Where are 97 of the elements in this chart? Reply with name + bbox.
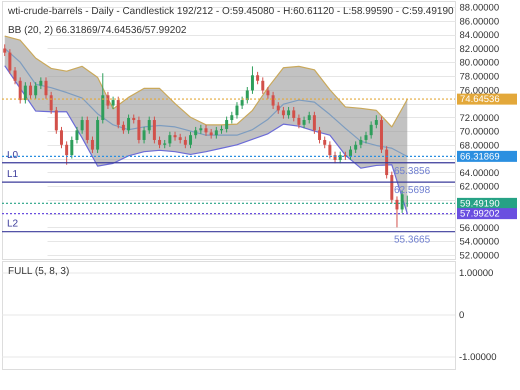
y-tick-label: 82.00000 [460, 44, 500, 55]
candlestick [276, 102, 280, 114]
candlestick [297, 114, 300, 129]
ref-line-label: L2 [7, 218, 19, 230]
candlestick [70, 136, 74, 160]
text: 1.00000 [459, 268, 494, 279]
candlestick [184, 136, 187, 149]
candlestick [178, 133, 182, 144]
candlestick [29, 82, 32, 100]
y-tick-label: 70.00000 [460, 126, 500, 138]
candlestick [312, 111, 316, 134]
y-tick-label: 62.00000 [460, 182, 500, 193]
candlestick [235, 102, 238, 120]
y-tick-label: 78.00000 [460, 71, 500, 82]
candlestick [106, 91, 110, 110]
text: 0 [459, 310, 464, 321]
text: -1.00000 [459, 352, 497, 363]
candlestick [261, 76, 264, 94]
candlestick [189, 131, 192, 149]
ref-line-label: 57.99202 [460, 208, 500, 220]
candlestick [282, 106, 285, 120]
line-series [4, 35, 408, 128]
candlestick [14, 66, 17, 85]
y-tick-label: 88.00000 [460, 2, 500, 14]
candlestick [44, 76, 48, 100]
candlestick [328, 140, 332, 160]
candlestick [349, 146, 352, 160]
candlestick [374, 114, 378, 129]
candlestick [50, 91, 53, 114]
candlestick [65, 140, 68, 166]
ref-line-label: 74.64536 [460, 94, 500, 106]
candlestick [395, 196, 398, 228]
ref-line-label: 66.31869 [460, 151, 500, 162]
candlestick [90, 136, 94, 154]
candlestick [122, 120, 125, 134]
candlestick [194, 126, 198, 140]
candlestick [210, 128, 213, 140]
candlestick [34, 82, 38, 100]
text: wti-crude-barrels - Daily - Candlestick 192/212 - O:59.45080 - H:60.61120 - L:58.99590 - C:59.49190 [7, 6, 454, 17]
annotation: BB (20, 2) 66.31869/74.64536/57.99202 [8, 25, 187, 36]
ref-line-label: L0 [7, 150, 19, 161]
text: FULL (5, 8, 3) [8, 266, 70, 277]
candlestick [256, 71, 260, 85]
y-tick-label: 54.00000 [460, 236, 500, 248]
y-tick-label: 86.00000 [460, 16, 500, 28]
candlestick [148, 116, 151, 134]
candlestick [137, 116, 140, 144]
candlestick [308, 111, 311, 124]
candlestick [214, 126, 218, 140]
candlestick [86, 116, 89, 144]
y-tick-label: 76.00000 [460, 85, 500, 96]
candlestick [80, 116, 84, 134]
candlestick [246, 86, 249, 104]
candlestick [370, 120, 373, 140]
y-tick-label: 56.00000 [460, 222, 500, 234]
annotation: 65.3856 [394, 166, 431, 177]
y-tick-label: 68.00000 [460, 140, 500, 152]
candlestick [266, 86, 270, 100]
candlestick [152, 116, 156, 144]
y-tick-label: 72.00000 [460, 112, 500, 124]
ref-line-label: 59.49190 [460, 198, 500, 210]
candlestick [168, 131, 172, 148]
line-series [4, 48, 408, 158]
candlestick [8, 48, 12, 74]
y-tick-label: 84.00000 [460, 30, 500, 42]
candlestick [204, 124, 208, 136]
candlestick [250, 66, 254, 94]
candlestick [112, 96, 115, 110]
y-tick-label: 64.00000 [460, 168, 500, 179]
candlestick [158, 136, 162, 149]
candlestick [302, 116, 306, 129]
candlestick [24, 82, 27, 104]
candlestick [142, 126, 146, 144]
y-tick-label: 52.00000 [460, 250, 500, 262]
candlestick [60, 126, 63, 149]
candlestick [323, 136, 326, 149]
candlestick [359, 136, 362, 149]
candlestick [39, 76, 42, 90]
candlestick [272, 91, 275, 110]
candlestick [292, 106, 296, 122]
annotation: 55.3665 [394, 234, 431, 246]
y-tick-label: 80.00000 [460, 58, 500, 69]
candlestick [334, 151, 337, 164]
candlestick [287, 106, 290, 120]
candlestick [338, 151, 342, 164]
candlestick [54, 106, 58, 134]
candlestick [354, 140, 358, 154]
candlestick [75, 126, 78, 144]
candlestick [3, 44, 6, 57]
candlestick [318, 126, 322, 144]
ref-line-label: L1 [7, 169, 19, 180]
candlestick [230, 111, 234, 124]
candlestick [240, 96, 244, 110]
candlestick [127, 114, 130, 134]
candlestick [225, 116, 228, 133]
candlestick [18, 76, 22, 104]
candlestick [364, 131, 368, 144]
